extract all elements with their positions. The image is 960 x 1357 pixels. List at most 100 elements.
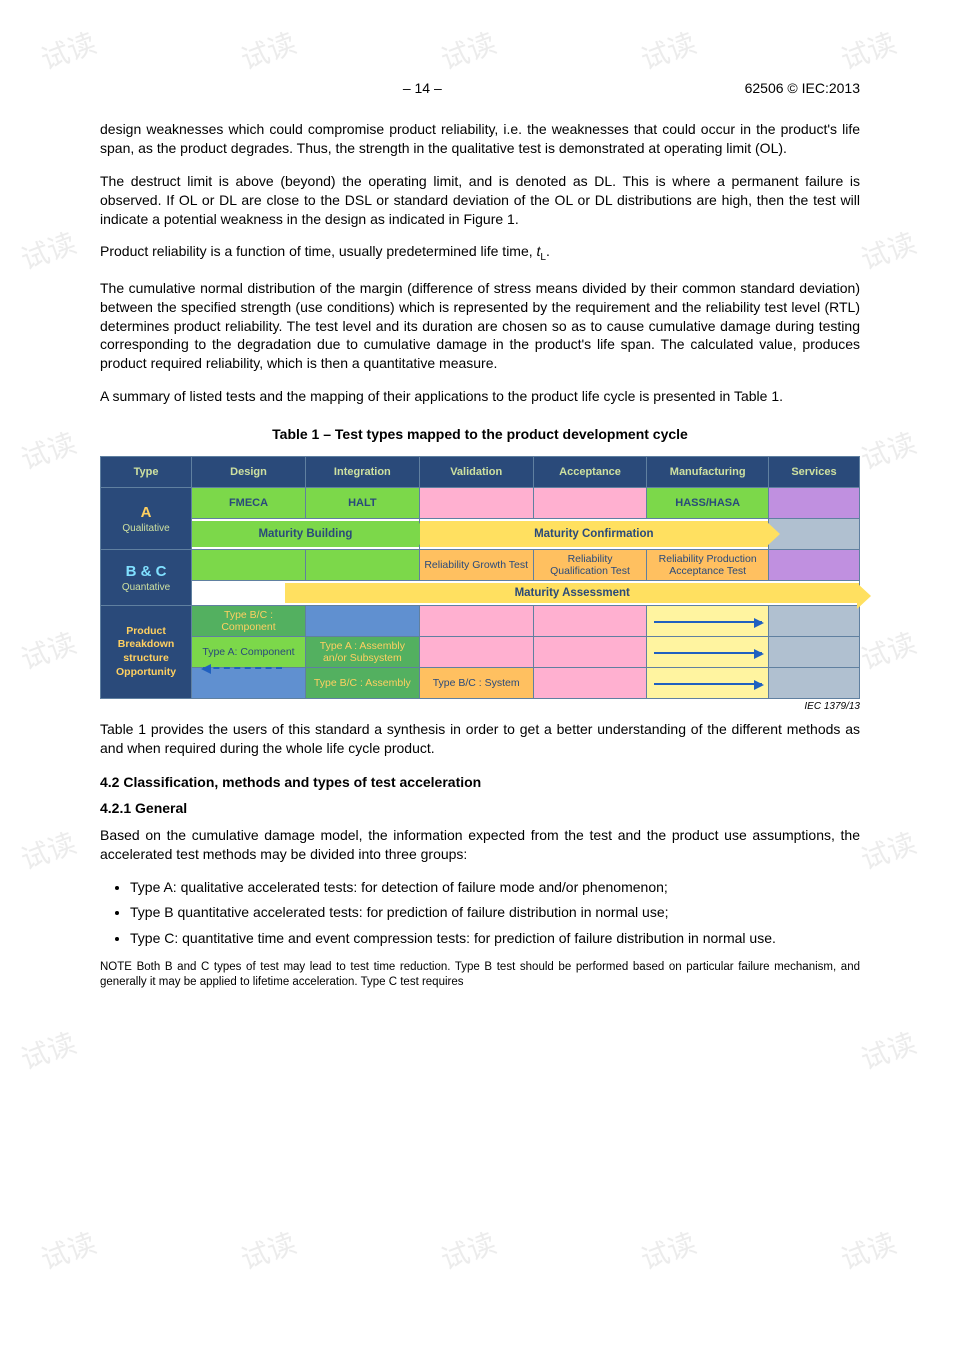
band-maturity-assessment: Maturity Assessment <box>192 581 860 606</box>
watermark: 试读 <box>855 822 921 879</box>
watermark: 试读 <box>15 622 81 679</box>
cell-arrow <box>647 637 768 668</box>
row-a-label: A Qualitative <box>101 488 192 550</box>
cell-empty <box>192 550 306 581</box>
left-dashed-arrow-icon <box>203 667 282 669</box>
body-paragraph: design weaknesses which could compromise… <box>100 120 860 158</box>
cell-bc-assembly: Type B/C : Assembly <box>305 668 419 699</box>
cell-arrow <box>647 606 768 637</box>
cell-hass: HASS/HASA <box>647 488 768 519</box>
cell-empty <box>768 668 859 699</box>
list-item: Type B quantitative accelerated tests: f… <box>130 903 860 923</box>
watermark: 试读 <box>35 22 101 79</box>
body-paragraph: The cumulative normal distribution of th… <box>100 279 860 373</box>
page-header: – 14 – 62506 © IEC:2013 <box>100 80 860 96</box>
body-paragraph: A summary of listed tests and the mappin… <box>100 387 860 406</box>
doc-reference: 62506 © IEC:2013 <box>745 80 860 96</box>
cell-bc-component: Type B/C : Component <box>192 606 306 637</box>
watermark: 试读 <box>15 222 81 279</box>
cell-arrow <box>647 668 768 699</box>
row-a-bands: Maturity Building Maturity Confirmation <box>101 519 860 550</box>
body-paragraph: Product reliability is a function of tim… <box>100 242 860 264</box>
watermark: 试读 <box>15 1022 81 1079</box>
text: . <box>546 243 550 259</box>
row-bc-band: Maturity Assessment <box>101 581 860 606</box>
row-a-letter: A <box>141 504 152 521</box>
band-maturity-confirmation: Maturity Confirmation <box>419 519 768 550</box>
watermark: 试读 <box>235 1222 301 1279</box>
row-pb-1: Product Breakdown structure Opportunity … <box>101 606 860 637</box>
row-pb-2: Type A: Component Type A : Assembly an/o… <box>101 637 860 668</box>
cell-empty <box>419 488 533 519</box>
watermark: 试读 <box>635 22 701 79</box>
watermark: 试读 <box>855 422 921 479</box>
col-services: Services <box>768 457 859 488</box>
arrow-band: Maturity Confirmation <box>420 521 768 547</box>
cell-empty <box>768 606 859 637</box>
watermark: 试读 <box>835 22 901 79</box>
cell-rqt: Reliability Qualification Test <box>533 550 647 581</box>
row-a-sub: Qualitative <box>105 523 187 534</box>
heading-4-2: 4.2 Classification, methods and types of… <box>100 774 860 790</box>
watermark: 试读 <box>35 1222 101 1279</box>
table-title: Table 1 – Test types mapped to the produ… <box>100 426 860 442</box>
right-arrow-icon <box>654 621 762 623</box>
cell-rgt: Reliability Growth Test <box>419 550 533 581</box>
cell-a-component: Type A: Component <box>192 637 306 668</box>
row-bc-sub: Quantative <box>105 582 187 593</box>
arrow-band: Maturity Building <box>192 521 419 547</box>
cell-empty <box>533 488 647 519</box>
row-bc-label: B & C Quantative <box>101 550 192 606</box>
cell-bc-system: Type B/C : System <box>419 668 533 699</box>
body-paragraph: The destruct limit is above (beyond) the… <box>100 172 860 229</box>
cell-halt: HALT <box>305 488 419 519</box>
bullet-list: Type A: qualitative accelerated tests: f… <box>100 878 860 949</box>
right-arrow-icon <box>654 652 762 654</box>
figure-reference: IEC 1379/13 <box>100 701 860 712</box>
page: 试读 试读 试读 试读 试读 试读 试读 试读 试读 试读 试读 试读 试读 试… <box>0 0 960 1062</box>
cell-empty <box>305 550 419 581</box>
watermark: 试读 <box>435 22 501 79</box>
table-header-row: Type Design Integration Validation Accep… <box>101 457 860 488</box>
watermark: 试读 <box>835 1222 901 1279</box>
band-maturity-building: Maturity Building <box>192 519 420 550</box>
right-arrow-icon <box>654 683 762 685</box>
list-item: Type A: qualitative accelerated tests: f… <box>130 878 860 898</box>
watermark: 试读 <box>235 22 301 79</box>
row-pb-3: Type B/C : Assembly Type B/C : System <box>101 668 860 699</box>
col-design: Design <box>192 457 306 488</box>
col-manufacturing: Manufacturing <box>647 457 768 488</box>
cell-empty <box>419 606 533 637</box>
col-type: Type <box>101 457 192 488</box>
watermark: 试读 <box>855 622 921 679</box>
watermark: 试读 <box>435 1222 501 1279</box>
page-number: – 14 – <box>100 80 745 96</box>
cell-a-assembly: Type A : Assembly an/or Subsystem <box>305 637 419 668</box>
cell-empty <box>533 668 647 699</box>
cell-empty <box>768 519 859 550</box>
col-validation: Validation <box>419 457 533 488</box>
row-bc-tests: B & C Quantative Reliability Growth Test… <box>101 550 860 581</box>
cell-empty <box>768 488 859 519</box>
cell-empty <box>533 637 647 668</box>
cell-empty <box>768 637 859 668</box>
row-bc-letter: B & C <box>126 563 167 580</box>
text: Type A: Component <box>202 646 294 658</box>
body-paragraph: Based on the cumulative damage model, th… <box>100 826 860 864</box>
cell-empty <box>305 606 419 637</box>
watermark: 试读 <box>635 1222 701 1279</box>
row-a-tests: A Qualitative FMECA HALT HASS/HASA <box>101 488 860 519</box>
table-1: Type Design Integration Validation Accep… <box>100 456 860 699</box>
arrow-band: Maturity Assessment <box>285 583 859 603</box>
col-integration: Integration <box>305 457 419 488</box>
watermark: 试读 <box>855 1022 921 1079</box>
note-paragraph: NOTE Both B and C types of test may lead… <box>100 960 860 991</box>
body-paragraph: Table 1 provides the users of this stand… <box>100 720 860 758</box>
row-pb-label: Product Breakdown structure Opportunity <box>101 606 192 699</box>
col-acceptance: Acceptance <box>533 457 647 488</box>
watermark: 试读 <box>15 422 81 479</box>
list-item: Type C: quantitative time and event comp… <box>130 929 860 949</box>
text: Product reliability is a function of tim… <box>100 243 537 259</box>
cell-empty <box>768 550 859 581</box>
cell-fmeca: FMECA <box>192 488 306 519</box>
